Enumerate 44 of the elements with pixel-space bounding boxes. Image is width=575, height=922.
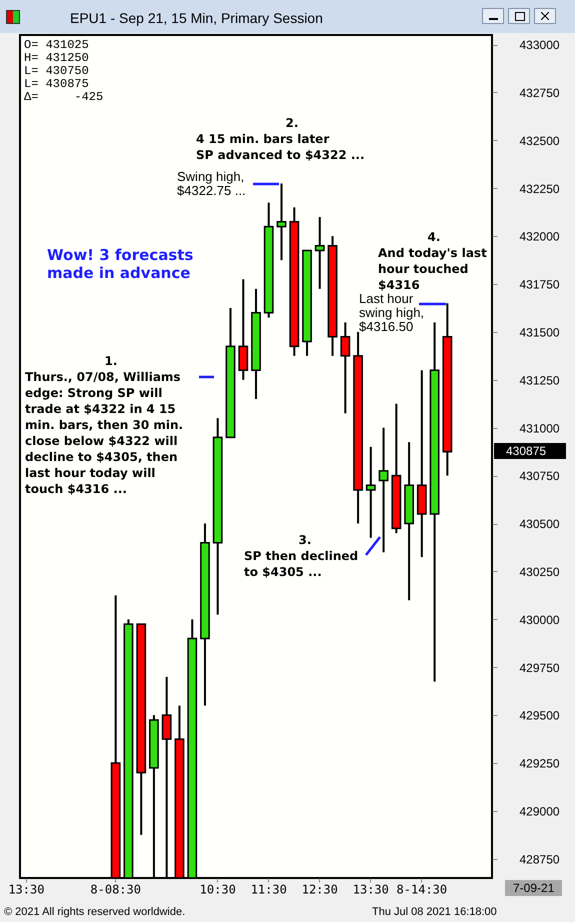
y-tick-label: 431000 xyxy=(520,421,560,436)
candlestick xyxy=(314,216,325,290)
y-tick-label: 430750 xyxy=(520,469,560,484)
annotation: Swing high, $4322.75 ... xyxy=(177,169,246,198)
text: © 2021 All rights reserved worldwide. xyxy=(4,905,186,919)
x-tick-label: 13:30 xyxy=(352,882,389,896)
y-tick-label: 432250 xyxy=(520,182,560,196)
y-tick-label: 429250 xyxy=(520,756,560,771)
y-tick-label: 432750 xyxy=(520,86,560,100)
candlestick xyxy=(378,426,388,554)
y-tick-label: 432500 xyxy=(520,134,560,148)
y-tick-label: 433000 xyxy=(520,38,560,52)
x-tick-label: 8-14:30 xyxy=(396,882,448,896)
annotation: Wow! 3 forecasts made in advance xyxy=(47,246,194,282)
y-tick-label: 431750 xyxy=(520,278,560,292)
y-tick-label: 430000 xyxy=(520,612,560,627)
candlestick xyxy=(366,446,376,539)
text: Thu Jul 08 2021 16:18:00 xyxy=(372,905,497,919)
x-tick-label: 10:30 xyxy=(200,882,236,896)
y-tick-label: 431250 xyxy=(520,373,560,388)
x-tick-label: 13:30 xyxy=(8,882,44,896)
annotation: 3. SP then declined to $4305 ... xyxy=(244,532,360,580)
annotation: 2. 4 15 min. bars later SP advanced to $4322 ... xyxy=(196,115,366,163)
annotation: 4. And today's last hour touched $4316 xyxy=(378,229,488,293)
y-tick-label: 428750 xyxy=(520,852,560,866)
annotation: Last hour swing high, $4316.50 xyxy=(359,291,424,334)
x-tick-label: 11:30 xyxy=(250,882,287,896)
y-tick-label: 431500 xyxy=(520,325,560,340)
text: 7-09-21 xyxy=(513,881,554,895)
x-tick-label: 8-08:30 xyxy=(90,882,141,896)
y-tick-label: 432000 xyxy=(520,230,560,244)
candlestick xyxy=(238,278,248,381)
y-tick-label: 430250 xyxy=(520,564,560,579)
text: 1. Thurs., 07/08, Williams edge: Strong SP will trade at $4322 in 4 15 min. bars, then 30 min. close below $4322 will decline to $4305, then last hour today will touch $4316 ... xyxy=(25,354,184,496)
text: 430875 xyxy=(506,444,546,458)
candlestick xyxy=(276,182,286,262)
y-tick-label: 430500 xyxy=(520,517,560,532)
y-tick-label: 429000 xyxy=(520,804,560,818)
y-tick-label: 429750 xyxy=(520,660,560,675)
y-tick-label: 429500 xyxy=(520,708,560,723)
x-tick-label: 12:30 xyxy=(302,882,338,896)
candlestick xyxy=(340,321,350,414)
annotation: O= 431025 H= 431250 L= 430750 L= 430875 Δ= -425 xyxy=(24,38,104,104)
chart-title: EPU1 - Sep 21, 15 Min, Primary Session xyxy=(70,10,323,26)
